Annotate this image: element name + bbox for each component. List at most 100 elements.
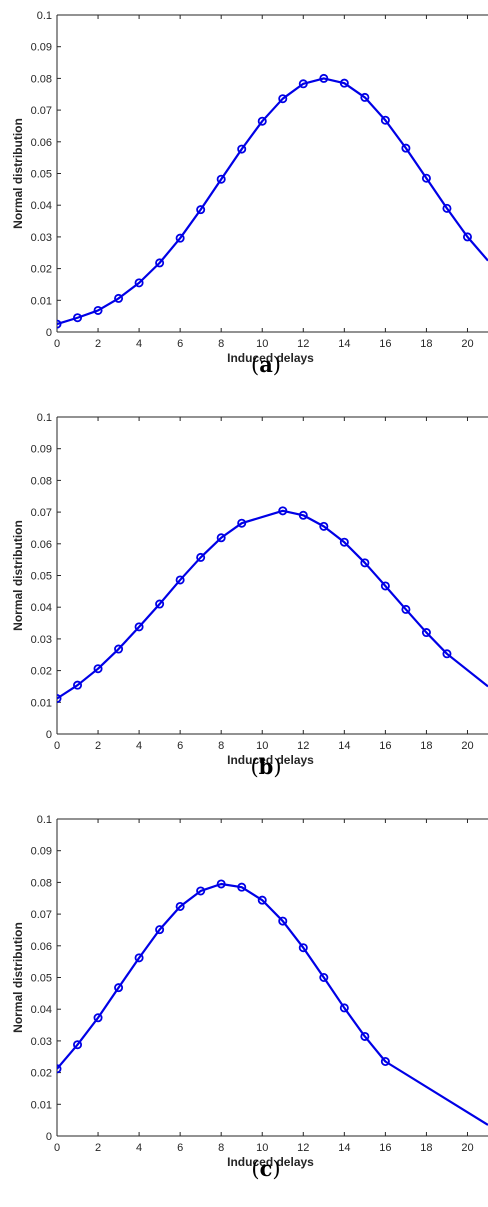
data-point-marker — [462, 232, 472, 242]
data-point-marker — [360, 1031, 370, 1041]
data-point-marker — [401, 143, 411, 153]
data-point-marker — [196, 205, 206, 215]
x-tick-label: 12 — [297, 338, 309, 350]
data-point-marker — [196, 552, 206, 562]
y-tick-label: 0.02 — [31, 264, 52, 276]
x-tick-label: 8 — [218, 740, 224, 752]
y-tick-label: 0.05 — [31, 169, 52, 181]
y-tick-label: 0.09 — [31, 444, 52, 456]
data-point-marker — [216, 879, 226, 889]
panel-caption: (c) — [251, 1156, 280, 1181]
x-tick-label: 20 — [461, 1142, 473, 1154]
data-point-marker — [319, 972, 329, 982]
data-point-marker — [93, 664, 103, 674]
data-point-marker — [175, 233, 185, 243]
y-tick-label: 0.03 — [31, 634, 52, 646]
data-point-marker — [57, 693, 62, 703]
x-tick-label: 0 — [54, 740, 60, 752]
y-tick-label: 0.02 — [31, 666, 52, 678]
x-tick-label: 4 — [136, 740, 142, 752]
x-tick-label: 16 — [379, 1142, 391, 1154]
x-tick-label: 12 — [297, 740, 309, 752]
data-point-marker — [278, 916, 288, 926]
x-tick-label: 6 — [177, 338, 183, 350]
y-axis-title: Normal distribution — [11, 922, 25, 1033]
data-point-marker — [134, 953, 144, 963]
y-tick-label: 0.07 — [31, 909, 52, 921]
y-tick-label: 0.01 — [31, 697, 52, 709]
y-tick-label: 0.03 — [31, 1036, 52, 1048]
y-tick-label: 0.08 — [31, 73, 52, 85]
data-point-marker — [237, 518, 247, 528]
data-point-marker — [380, 1057, 390, 1067]
x-tick-label: 16 — [379, 740, 391, 752]
data-point-marker — [134, 278, 144, 288]
chart-panel-c: 0 2 4 6 8 10 12 14 16 18 20 0 0.01 0.02 0.03 0.04 0.05 0.… — [0, 804, 488, 1207]
x-tick-label: 2 — [95, 740, 101, 752]
y-tick-label: 0.04 — [31, 602, 52, 614]
data-point-marker — [360, 92, 370, 102]
y-tick-label: 0.06 — [31, 941, 52, 953]
series-group — [57, 73, 488, 329]
y-tick-label: 0.1 — [37, 814, 52, 826]
chart-panel-a: 0 2 4 6 8 10 12 14 16 18 20 0 0.01 0.02 0.03 0.04 0.05 0.… — [0, 0, 488, 400]
y-tick-label: 0.07 — [31, 507, 52, 519]
y-tick-label: 0 — [46, 1131, 52, 1143]
x-tick-label: 20 — [461, 338, 473, 350]
x-tick-label: 0 — [54, 1142, 60, 1154]
chart-svg: 0 2 4 6 8 10 12 14 16 18 20 0 0.01 0.02 0.03 0.04 0.05 0.… — [11, 412, 488, 779]
y-tick-label: 0 — [46, 327, 52, 339]
x-axis-title: Induced delays — [227, 351, 314, 365]
series-line — [57, 882, 488, 1126]
x-tick-label: 2 — [95, 338, 101, 350]
x-tick-label: 4 — [136, 1142, 142, 1154]
y-tick-label: 0.09 — [31, 846, 52, 858]
x-tick-label: 14 — [338, 740, 350, 752]
data-point-marker — [380, 581, 390, 591]
data-point-marker — [175, 575, 185, 585]
data-point-marker — [196, 886, 206, 896]
data-point-marker — [442, 649, 452, 659]
chart-panel-b: 0 2 4 6 8 10 12 14 16 18 20 0 0.01 0.02 0.03 0.04 0.05 0.… — [0, 402, 488, 802]
x-tick-label: 16 — [379, 338, 391, 350]
data-point-marker — [114, 983, 124, 993]
data-point-marker — [216, 533, 226, 543]
y-tick-label: 0.02 — [31, 1068, 52, 1080]
data-point-marker — [278, 506, 288, 516]
data-point-marker — [257, 116, 267, 126]
data-point-marker — [298, 510, 308, 520]
data-point-marker — [319, 73, 329, 83]
data-point-marker — [93, 1013, 103, 1023]
x-tick-label: 10 — [256, 338, 268, 350]
x-tick-label: 4 — [136, 338, 142, 350]
y-tick-label: 0.08 — [31, 877, 52, 889]
chart-svg: 0 2 4 6 8 10 12 14 16 18 20 0 0.01 0.02 0.03 0.04 0.05 0.… — [11, 814, 488, 1181]
data-point-marker — [298, 79, 308, 89]
x-tick-label: 8 — [218, 1142, 224, 1154]
x-tick-label: 10 — [256, 1142, 268, 1154]
y-tick-label: 0.08 — [31, 475, 52, 487]
x-tick-label: 18 — [420, 1142, 432, 1154]
x-tick-label: 6 — [177, 740, 183, 752]
data-point-marker — [298, 943, 308, 953]
series-group — [57, 506, 488, 703]
y-tick-label: 0.01 — [31, 1099, 52, 1111]
panel-caption: (b) — [250, 754, 281, 779]
data-point-marker — [339, 537, 349, 547]
data-point-marker — [380, 115, 390, 125]
data-point-marker — [339, 1003, 349, 1013]
data-point-marker — [73, 313, 83, 323]
data-point-marker — [339, 78, 349, 88]
y-tick-label: 0.05 — [31, 571, 52, 583]
x-tick-label: 18 — [420, 740, 432, 752]
chart-svg: 0 2 4 6 8 10 12 14 16 18 20 0 0.01 0.02 0.03 0.04 0.05 0.… — [11, 10, 488, 377]
x-tick-label: 10 — [256, 740, 268, 752]
data-point-marker — [155, 258, 165, 268]
y-tick-label: 0.06 — [31, 137, 52, 149]
y-tick-label: 0.01 — [31, 295, 52, 307]
x-tick-label: 2 — [95, 1142, 101, 1154]
data-point-marker — [278, 94, 288, 104]
x-tick-label: 6 — [177, 1142, 183, 1154]
y-tick-label: 0.03 — [31, 232, 52, 244]
y-tick-label: 0.04 — [31, 1004, 52, 1016]
